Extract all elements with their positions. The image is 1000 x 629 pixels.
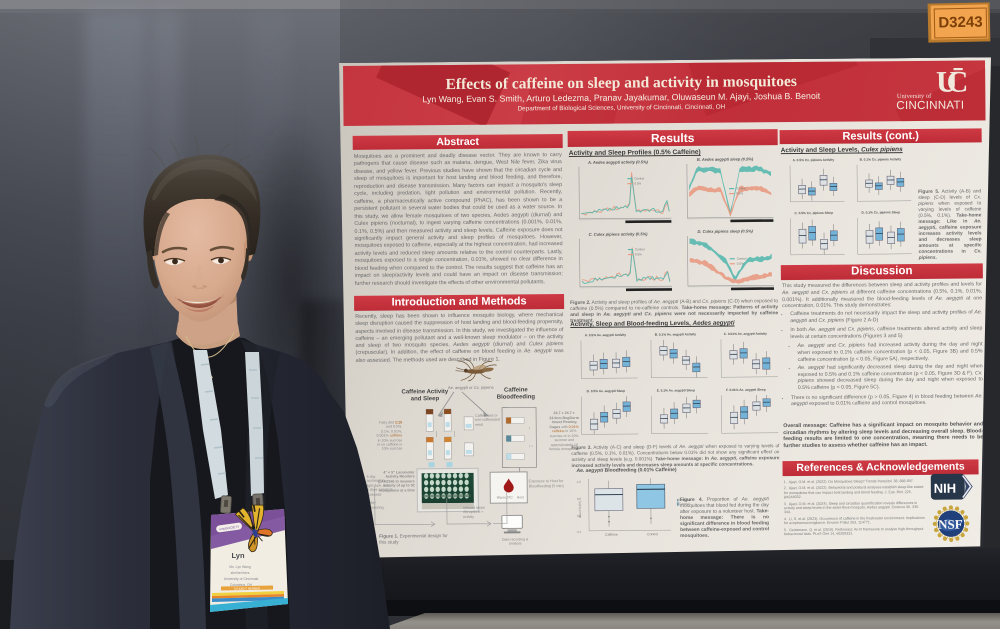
svg-text:0.5%: 0.5%: [736, 191, 743, 195]
svg-text:♀: ♀: [528, 426, 531, 430]
svg-text:Ms. Lyn Wang: Ms. Lyn Wang: [229, 565, 251, 569]
svg-text:Warm 37C: Warm 37C: [497, 495, 514, 499]
svg-text:0.6: 0.6: [577, 514, 582, 518]
svg-text:Columbus, OH: Columbus, OH: [230, 583, 253, 587]
svg-text:Control: Control: [736, 186, 746, 190]
svg-text:Control: Control: [647, 532, 658, 536]
svg-text:entoSOCIETY: entoSOCIETY: [219, 524, 240, 531]
svg-text:Blood fed(%): Blood fed(%): [578, 501, 582, 518]
svg-text:Lyn: Lyn: [231, 551, 244, 560]
svg-text:Caffeine: Caffeine: [605, 533, 618, 537]
svg-text:A. 0.5% Ae. aegypti Activity: A. 0.5% Ae. aegypti Activity: [585, 333, 627, 337]
svg-text:Host: Host: [517, 495, 524, 499]
svg-text:C. 0.01% Ae. aegypti Activity: C. 0.01% Ae. aegypti Activity: [724, 332, 767, 336]
svg-text:B. 0.1% Ae. aegypti Activity: B. 0.1% Ae. aegypti Activity: [655, 332, 697, 336]
svg-text:B. Aedes aegypti sleep (0.5%): B. Aedes aegypti sleep (0.5%): [697, 156, 754, 161]
svg-text:B. 0.1% Cx. pipiens Activity: B. 0.1% Cx. pipiens Activity: [860, 157, 902, 161]
svg-text:STUDENT MEMBER: STUDENT MEMBER: [234, 586, 260, 590]
svg-text:D. Culex pipiens sleep (0.5%): D. Culex pipiens sleep (0.5%): [697, 228, 753, 233]
svg-text:F. 0.01% Ae. aegypti Sleep: F. 0.01% Ae. aegypti Sleep: [726, 388, 766, 392]
svg-text:A. 0.5% Cx. pipiens Activity: A. 0.5% Cx. pipiens Activity: [793, 158, 835, 162]
svg-text:0.5%: 0.5%: [737, 262, 744, 266]
svg-text:0.5%: 0.5%: [634, 181, 641, 185]
svg-text:NIH: NIH: [934, 481, 957, 496]
svg-text:Control: Control: [634, 176, 644, 180]
svg-text:Control: Control: [635, 247, 645, 251]
svg-text:D. 0.1% Cx. pipiens Sleep: D. 0.1% Cx. pipiens Sleep: [861, 210, 900, 214]
svg-text:C. Culex pipiens activity (0.5: C. Culex pipiens activity (0.5%): [589, 231, 649, 237]
svg-text:♀♂: ♀♂: [528, 444, 534, 448]
svg-text:C. 0.5% Cx. pipiens Sleep: C. 0.5% Cx. pipiens Sleep: [794, 211, 833, 215]
svg-text:E. 0.1% Ae. aegypti Sleep: E. 0.1% Ae. aegypti Sleep: [657, 388, 695, 392]
svg-text:NSF: NSF: [938, 517, 963, 532]
svg-text:0.4: 0.4: [577, 530, 582, 534]
svg-text:A. Aedes aegypti activity (0.5: A. Aedes aegypti activity (0.5%): [587, 159, 649, 165]
svg-text:D. 0.5% Ae. aegypti Sleep: D. 0.5% Ae. aegypti Sleep: [587, 389, 626, 393]
svg-text:1.0: 1.0: [577, 480, 582, 484]
svg-text:0.8: 0.8: [577, 497, 582, 501]
svg-text:Control: Control: [737, 257, 747, 261]
svg-text:she/her/hers: she/her/hers: [231, 571, 250, 575]
svg-text:University of Cincinnati: University of Cincinnati: [224, 577, 259, 581]
svg-text:0.5%: 0.5%: [635, 252, 642, 256]
